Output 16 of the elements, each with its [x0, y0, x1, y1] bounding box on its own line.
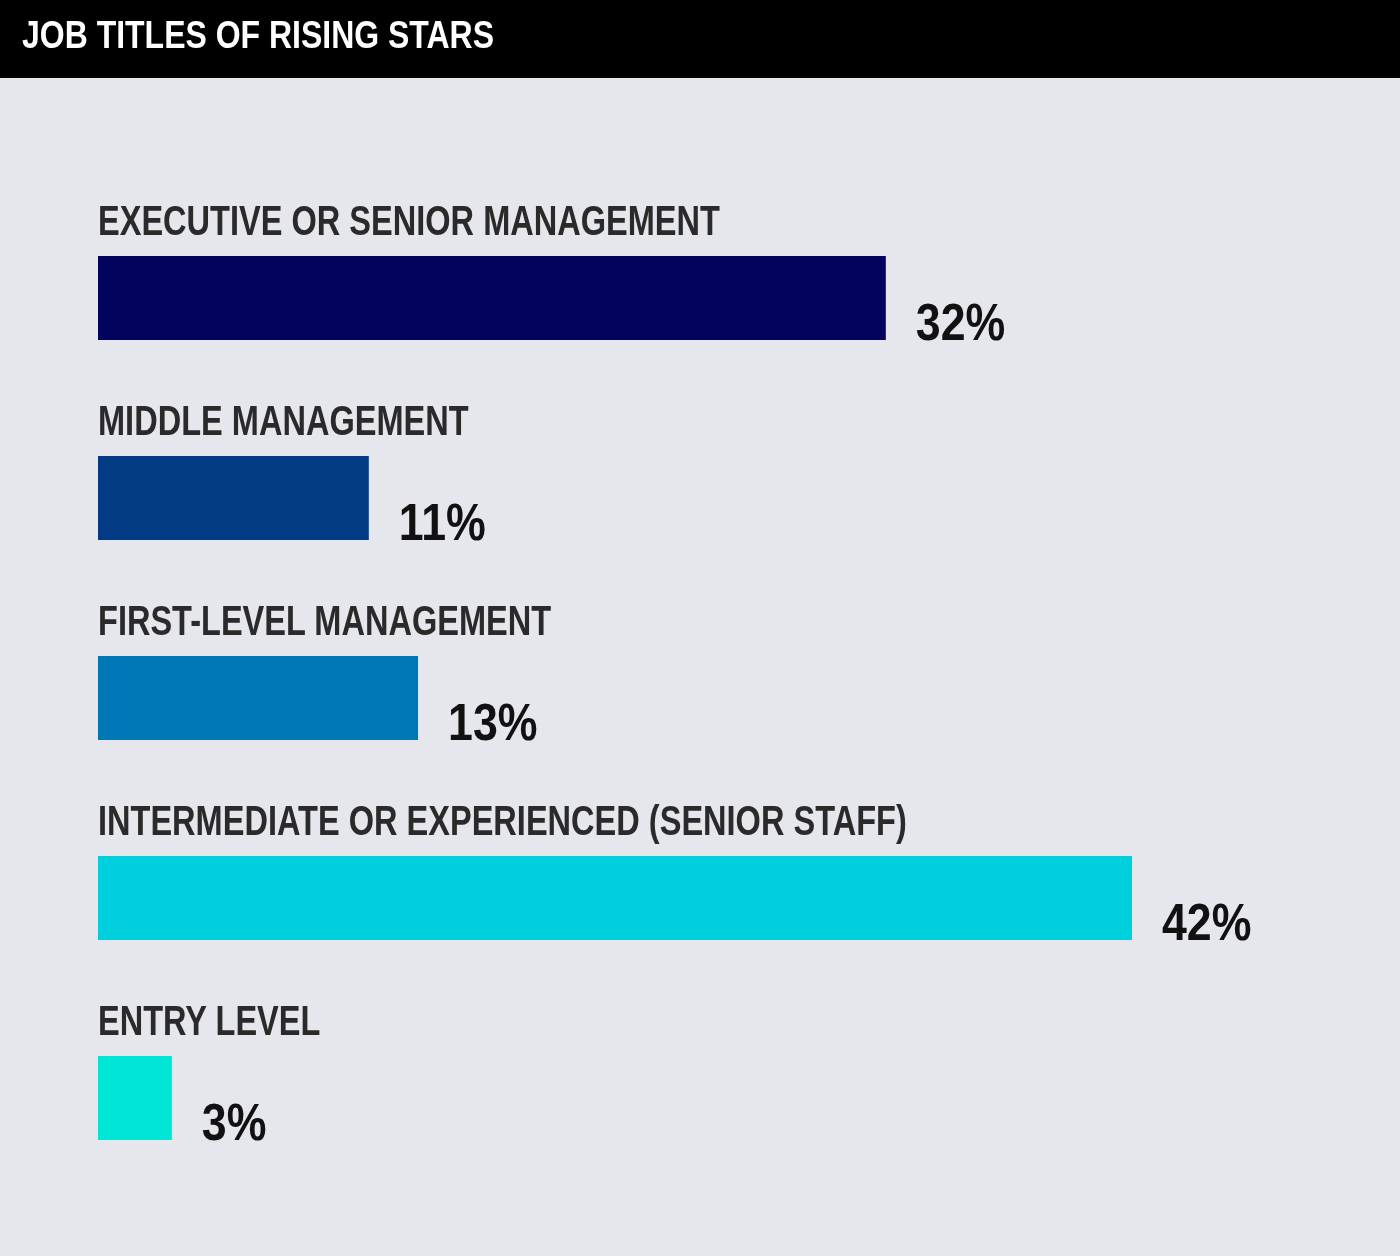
data-label: 3%	[201, 1092, 267, 1151]
data-label: 32%	[915, 292, 1006, 351]
bar	[98, 856, 1132, 940]
data-label: 13%	[448, 692, 538, 751]
y-tick-label: INTERMEDIATE OR EXPERIENCED (SENIOR STAFF)	[98, 796, 907, 844]
bar	[98, 256, 886, 340]
bar	[98, 456, 369, 540]
chart-title: JOB TITLES OF RISING STARS	[22, 12, 495, 58]
data-label: 42%	[1162, 892, 1252, 951]
bar	[98, 656, 419, 740]
y-tick-label: FIRST-LEVEL MANAGEMENT	[98, 596, 552, 644]
y-tick-label: MIDDLE MANAGEMENT	[98, 396, 469, 444]
bar	[98, 1056, 172, 1140]
data-label: 11%	[398, 492, 486, 551]
y-tick-label: ENTRY LEVEL	[98, 996, 321, 1044]
y-tick-label: EXECUTIVE OR SENIOR MANAGEMENT	[98, 196, 720, 244]
